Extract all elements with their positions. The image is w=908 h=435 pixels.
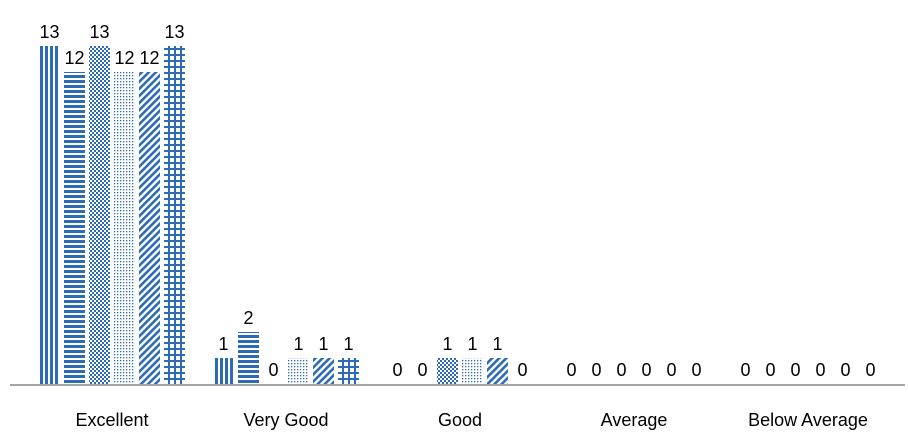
bar-excellent-series-6 <box>164 46 185 384</box>
x-tick-label: Good <box>438 410 482 430</box>
data-label-below-average-series-3: 0 <box>790 360 800 380</box>
data-label-excellent-series-3: 13 <box>89 22 109 42</box>
data-label-good-series-1: 0 <box>392 360 402 380</box>
data-label-very-good-series-1: 1 <box>218 334 228 354</box>
bar-excellent-series-4 <box>114 72 135 384</box>
data-label-excellent-series-1: 13 <box>39 22 59 42</box>
bar-excellent-series-1 <box>39 46 60 384</box>
data-label-good-series-4: 1 <box>467 334 477 354</box>
bar-very-good-series-2 <box>238 332 259 384</box>
data-label-average-series-2: 0 <box>591 360 601 380</box>
data-label-good-series-6: 0 <box>517 360 527 380</box>
data-label-very-good-series-3: 0 <box>268 360 278 380</box>
data-label-good-series-3: 1 <box>442 334 452 354</box>
bar-very-good-series-1 <box>213 358 234 384</box>
data-label-very-good-series-5: 1 <box>318 334 328 354</box>
bar-good-series-5 <box>487 358 508 384</box>
bar-very-good-series-5 <box>313 358 334 384</box>
data-label-below-average-series-4: 0 <box>815 360 825 380</box>
x-tick-label: Below Average <box>748 410 868 430</box>
data-label-good-series-2: 0 <box>417 360 427 380</box>
x-tick-label: Very Good <box>243 410 328 430</box>
data-label-excellent-series-2: 12 <box>64 48 84 68</box>
data-label-average-series-5: 0 <box>666 360 676 380</box>
data-label-average-series-3: 0 <box>616 360 626 380</box>
data-label-very-good-series-6: 1 <box>343 334 353 354</box>
bar-very-good-series-6 <box>338 358 359 384</box>
bar-very-good-series-4 <box>288 358 309 384</box>
data-label-excellent-series-4: 12 <box>114 48 134 68</box>
bar-excellent-series-5 <box>139 72 160 384</box>
data-label-average-series-4: 0 <box>641 360 651 380</box>
data-label-below-average-series-1: 0 <box>740 360 750 380</box>
data-label-very-good-series-2: 2 <box>243 308 253 328</box>
data-label-good-series-5: 1 <box>492 334 502 354</box>
data-label-very-good-series-4: 1 <box>293 334 303 354</box>
bar-good-series-3 <box>437 358 458 384</box>
data-label-below-average-series-6: 0 <box>865 360 875 380</box>
bars-layer <box>39 46 508 384</box>
data-label-average-series-6: 0 <box>691 360 701 380</box>
x-tick-label: Excellent <box>75 410 148 430</box>
data-label-average-series-1: 0 <box>566 360 576 380</box>
x-tick-label: Average <box>601 410 668 430</box>
data-label-excellent-series-5: 12 <box>139 48 159 68</box>
bar-good-series-4 <box>462 358 483 384</box>
data-label-below-average-series-5: 0 <box>840 360 850 380</box>
data-label-below-average-series-2: 0 <box>765 360 775 380</box>
data-label-excellent-series-6: 13 <box>164 22 184 42</box>
x-tick-labels-layer: Excellent Very Good Good Average Below Avera… <box>75 410 867 430</box>
bar-excellent-series-2 <box>64 72 85 384</box>
bar-excellent-series-3 <box>89 46 110 384</box>
